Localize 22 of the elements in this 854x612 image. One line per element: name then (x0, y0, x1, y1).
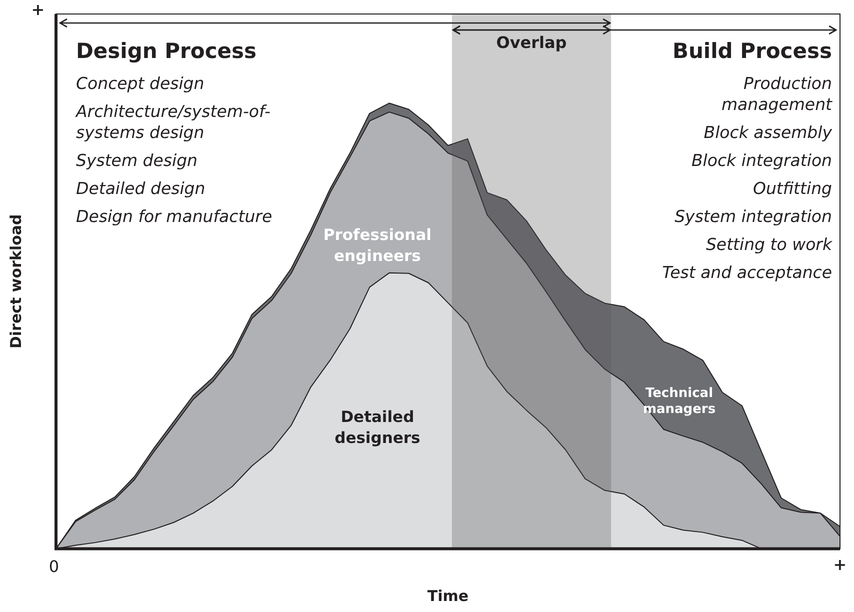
text: Concept design (76, 73, 206, 94)
annotation: Outfitting (752, 178, 832, 199)
series-label: Detailed designers (334, 407, 422, 450)
annotation: System design (76, 150, 199, 171)
annotation: Detailed design (76, 178, 206, 199)
annotation: Setting to work (706, 234, 832, 255)
annotation: System integration (674, 206, 832, 227)
text: Design Process (76, 38, 258, 64)
y-axis-title: Direct workload (6, 214, 25, 349)
annotation: Architecture/system-of-systems design (76, 101, 272, 143)
series-label: Professional engineers (322, 224, 432, 267)
annotation: Block assembly (704, 122, 832, 143)
x-axis-title: Time (427, 586, 469, 605)
text: + (833, 554, 847, 574)
text: 0 (48, 556, 60, 576)
text: + (31, 0, 45, 19)
annotation: Design for manufacture (76, 206, 274, 227)
text: Build Process (672, 38, 832, 64)
annotation: Production management (720, 73, 832, 115)
text: Overlap (496, 33, 567, 52)
annotation: Block integration (691, 150, 832, 171)
annotation: Test and acceptance (662, 262, 832, 283)
